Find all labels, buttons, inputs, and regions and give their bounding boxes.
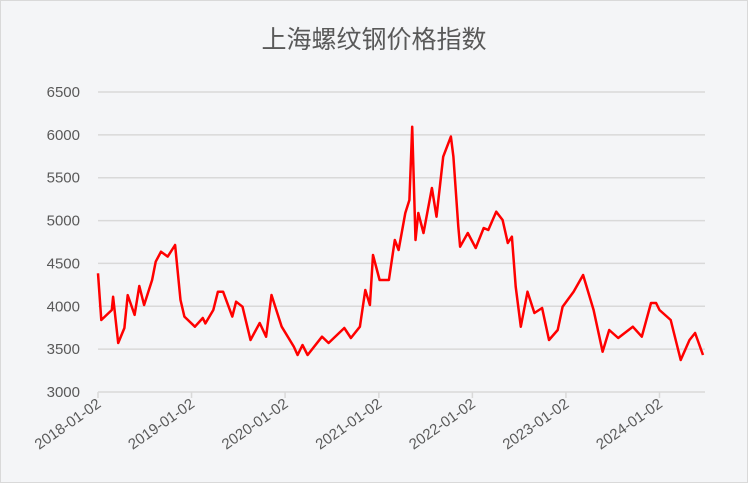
y-tick-label: 4000 [47, 298, 80, 315]
y-tick-label: 6000 [47, 127, 80, 144]
x-tick-label: 2020-01-02 [219, 395, 292, 453]
y-tick-label: 4500 [47, 255, 80, 272]
x-tick-label: 2021-01-02 [313, 395, 386, 453]
series-line [96, 125, 705, 362]
x-tick-label: 2023-01-02 [500, 395, 573, 453]
x-tick-label: 2024-01-02 [593, 395, 666, 453]
y-tick-label: 3500 [47, 341, 80, 358]
y-tick-label: 5500 [47, 170, 80, 187]
x-tick-label: 2019-01-02 [125, 395, 198, 453]
y-tick-label: 5000 [47, 213, 80, 230]
chart-title: 上海螺纹钢价格指数 [261, 25, 487, 54]
y-tick-label: 3000 [47, 384, 80, 401]
y-tick-label: 6500 [47, 84, 80, 101]
x-tick-label: 2018-01-02 [32, 395, 105, 453]
x-tick-label: 2022-01-02 [406, 395, 479, 453]
